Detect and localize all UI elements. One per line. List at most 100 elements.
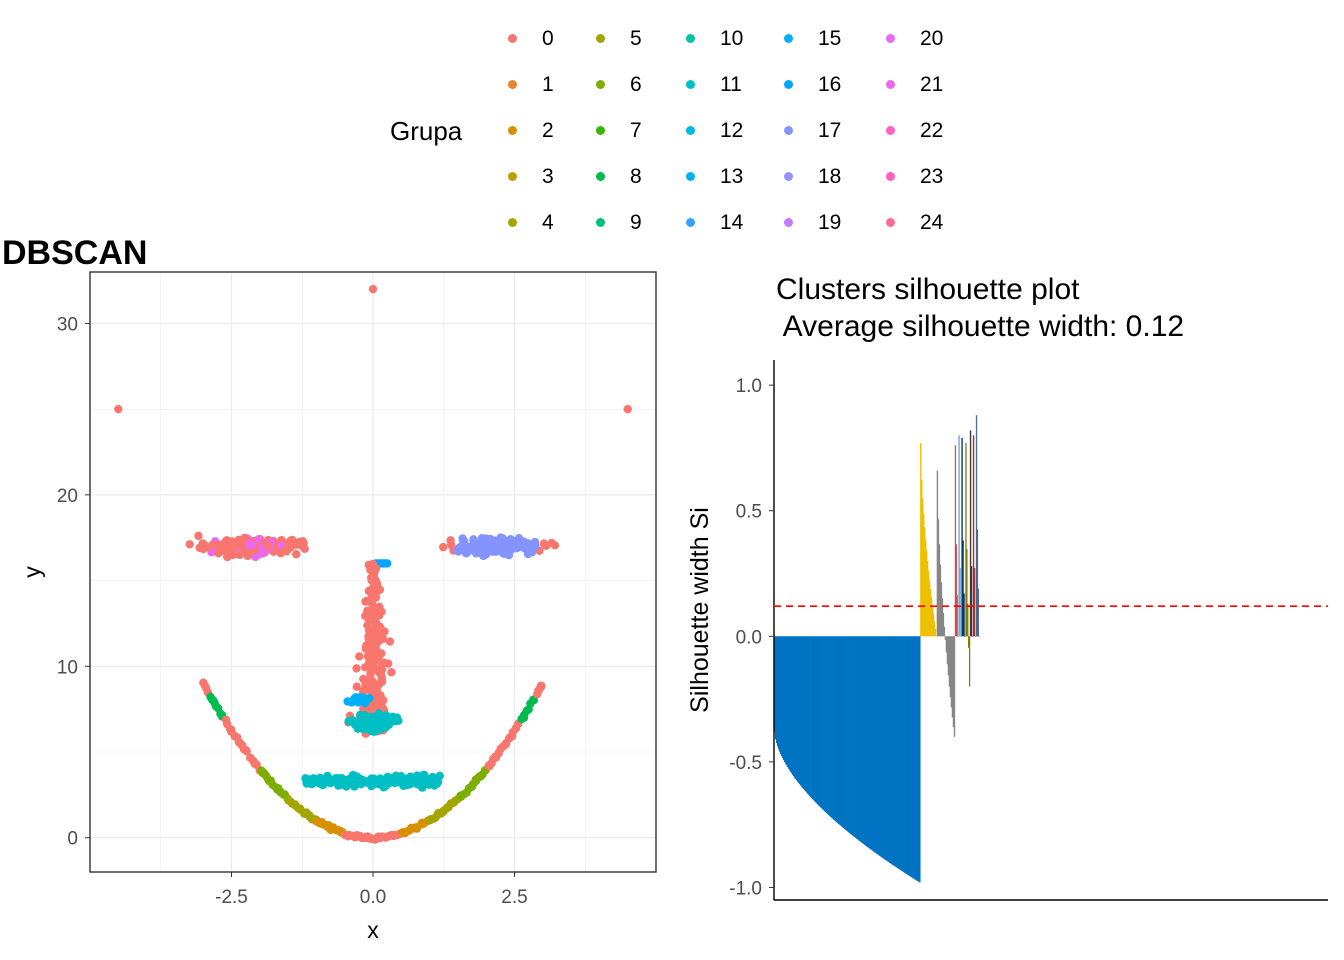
legend-label: 24 <box>920 211 944 234</box>
data-point <box>371 590 380 600</box>
silhouette-bar <box>844 636 846 830</box>
silhouette-bar <box>795 636 797 779</box>
data-point <box>527 548 537 557</box>
data-point <box>235 550 244 560</box>
legend-label: 18 <box>818 165 842 188</box>
silhouette-bar <box>904 636 906 873</box>
legend-dot-icon <box>686 218 695 227</box>
silhouette-bar <box>796 636 798 781</box>
silhouette-bar <box>832 636 834 819</box>
data-point <box>363 684 372 693</box>
data-point <box>541 541 551 550</box>
silhouette-bar <box>828 636 830 816</box>
legend-item: 8 <box>592 165 682 191</box>
data-point <box>352 664 361 673</box>
silhouette-bar <box>778 636 780 750</box>
data-point <box>461 548 470 557</box>
silhouette-bar <box>933 621 936 637</box>
data-point <box>550 541 560 550</box>
y-tick-label: -0.5 <box>729 753 762 774</box>
data-point <box>221 542 230 551</box>
silhouette-bar <box>911 636 913 878</box>
silhouette-bar <box>945 636 948 653</box>
legend-item: 1 <box>504 73 594 99</box>
silhouette-bar <box>955 544 957 637</box>
legend-item: 5 <box>592 27 682 53</box>
silhouette-bar <box>895 636 897 867</box>
legend-label: 4 <box>542 211 554 234</box>
silhouette-bar <box>892 636 894 865</box>
silhouette-bar <box>949 636 952 698</box>
silhouette-bar <box>920 442 922 637</box>
data-point <box>433 777 443 787</box>
silhouette-bar <box>890 636 892 864</box>
silhouette-bar <box>865 636 867 846</box>
data-point <box>369 719 378 729</box>
silhouette-bar <box>894 636 896 867</box>
silhouette-bar <box>929 588 932 637</box>
silhouette-bar <box>889 636 891 863</box>
legend-label: 15 <box>818 27 842 50</box>
silhouette-bar <box>787 636 789 768</box>
silhouette-bar <box>784 636 786 763</box>
legend-item: 19 <box>780 211 870 237</box>
data-point <box>368 613 378 622</box>
legend-dot-icon <box>784 218 793 227</box>
silhouette-bar <box>938 544 941 637</box>
silhouette-bar <box>886 636 888 861</box>
silhouette-bar <box>914 636 916 880</box>
legend-label: 1 <box>542 73 554 96</box>
silhouette-bar <box>825 636 827 813</box>
silhouette-bar <box>813 636 815 801</box>
silhouette-bar <box>918 636 920 882</box>
data-point <box>381 723 391 732</box>
legend-dot-icon <box>508 172 517 181</box>
legend-dot-icon <box>596 126 605 135</box>
silhouette-bar <box>898 636 900 869</box>
silhouette-bar <box>823 636 825 811</box>
legend-dot-icon <box>886 34 895 43</box>
y-axis-label: y <box>19 566 45 578</box>
legend-label: 6 <box>630 73 642 96</box>
silhouette-bar <box>845 636 847 830</box>
legend-dot-icon <box>886 80 895 89</box>
data-point <box>481 544 491 553</box>
silhouette-bar <box>879 636 881 856</box>
silhouette-bar <box>887 636 889 862</box>
silhouette-bar <box>931 605 934 637</box>
silhouette-bar <box>853 636 855 837</box>
silhouette-bar <box>815 636 817 803</box>
x-tick-label: 0.0 <box>360 887 386 908</box>
silhouette-bar <box>839 636 841 825</box>
silhouette-bar <box>829 636 831 816</box>
data-point <box>355 652 364 661</box>
silhouette-bar <box>857 636 859 840</box>
silhouette-bar <box>959 567 961 637</box>
legend-dot-icon <box>596 80 605 89</box>
data-point <box>369 656 379 666</box>
silhouette-bar <box>808 636 810 795</box>
silhouette-bar <box>837 636 839 824</box>
y-tick-label: 10 <box>57 657 78 678</box>
silhouette-bar <box>802 636 804 788</box>
legend-dot-icon <box>686 80 695 89</box>
data-point <box>293 540 302 549</box>
silhouette-bar <box>932 613 935 637</box>
data-point <box>491 544 500 553</box>
silhouette-bar <box>858 636 860 841</box>
silhouette-bar <box>798 636 800 783</box>
legend-dot-icon <box>886 126 895 135</box>
silhouette-bar <box>811 636 813 799</box>
silhouette-bar <box>925 539 927 637</box>
silhouette-bar <box>907 636 909 875</box>
silhouette-bar <box>961 437 963 637</box>
legend-item: 16 <box>780 73 870 99</box>
silhouette-bar <box>800 636 802 786</box>
legend-label: 17 <box>818 119 842 142</box>
silhouette-bar <box>960 636 962 637</box>
silhouette-bar <box>807 636 809 794</box>
legend-dot-icon <box>508 218 517 227</box>
silhouette-bar <box>919 636 921 883</box>
silhouette-bar <box>954 445 957 637</box>
data-point <box>214 549 223 558</box>
